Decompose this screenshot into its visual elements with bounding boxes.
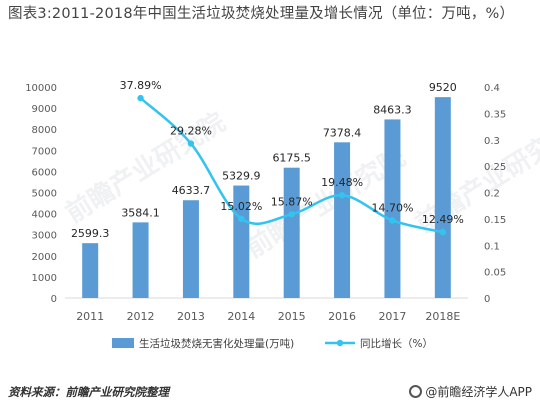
bar — [384, 119, 401, 298]
source-note: 资料来源：前瞻产业研究院整理 — [8, 385, 169, 399]
growth-value-label: 15.02% — [220, 200, 262, 213]
bar — [283, 167, 300, 298]
y-right-tick-label: 0.2 — [484, 189, 500, 200]
growth-point — [238, 215, 245, 222]
x-tick-label: 2018E — [425, 310, 460, 323]
bar — [434, 97, 451, 299]
bar — [132, 222, 149, 298]
growth-value-label: 14.70% — [371, 201, 413, 214]
y-right-tick-label: 0.15 — [484, 215, 506, 226]
brand-text: @前瞻经济学人APP — [425, 385, 532, 399]
y-right-tick-label: 0.1 — [484, 241, 500, 252]
watermark: 前瞻产业研究院 前瞻产业研究院 前瞻产业研究院 — [60, 106, 540, 264]
growth-value-label: 29.28% — [170, 125, 212, 138]
y-left-tick-label: 6000 — [32, 167, 57, 178]
growth-point — [137, 94, 144, 102]
brand-logo-icon — [409, 385, 423, 398]
bar-series — [82, 97, 451, 299]
x-tick-label: 2012 — [127, 310, 155, 323]
bar-value-label: 4633.7 — [172, 184, 211, 197]
legend-bar-swatch — [112, 338, 134, 348]
bar-value-label: 7378.4 — [323, 126, 362, 139]
growth-value-label: 37.89% — [120, 79, 162, 92]
growth-point — [338, 192, 346, 199]
y-left-tick-label: 8000 — [32, 125, 57, 136]
brand-credit: @前瞻经济学人APP — [409, 383, 532, 400]
x-tick-label: 2016 — [328, 310, 356, 323]
line-series: 2599.3 3584.1 4633.7 5329.9 6175.5 7378.4 8463… — [71, 79, 464, 240]
y-right-tick-label: 0.3 — [484, 136, 500, 147]
bar-value-label: 9520 — [429, 81, 457, 94]
growth-point — [439, 228, 447, 236]
y-right-tick-label: 0.05 — [484, 268, 506, 279]
legend-line-label: 同比增长（%） — [360, 337, 433, 350]
legend-line-marker — [336, 339, 344, 347]
y-left-tick-label: 2000 — [32, 252, 57, 263]
chart-title: 图表3:2011-2018年中国生活垃圾焚烧处理量及增长情况（单位：万吨，%） — [8, 6, 515, 22]
y-left-tick-label: 4000 — [32, 210, 57, 221]
x-tick-label: 2014 — [227, 310, 255, 323]
y-left-tick-label: 7000 — [32, 146, 57, 157]
bar-value-label: 8463.3 — [373, 103, 412, 116]
x-tick-label: 2013 — [177, 310, 205, 323]
y-right-tick-label: 0 — [484, 294, 490, 305]
growth-value-label: 12.49% — [422, 213, 464, 226]
bar-value-label: 2599.3 — [71, 227, 110, 240]
y-right-tick-label: 0.4 — [484, 83, 500, 94]
legend: 生活垃圾焚烧无害化处理量(万吨) 同比增长（%） — [112, 337, 433, 350]
growth-point — [187, 140, 195, 147]
y-left-tick-label: 5000 — [32, 189, 57, 200]
bar-value-label: 6175.5 — [272, 152, 311, 165]
bar-value-label: 5329.9 — [222, 170, 261, 183]
bar — [182, 200, 199, 298]
y-right-tick-label: 0.25 — [484, 162, 506, 173]
y-right-tick-label: 0.35 — [484, 109, 506, 120]
x-tick-label: 2011 — [76, 310, 104, 323]
x-tick-label: 2015 — [278, 310, 306, 323]
legend-bar-label: 生活垃圾焚烧无害化处理量(万吨) — [139, 337, 294, 350]
y-left-tick-label: 1000 — [32, 273, 57, 284]
y-left-tick-label: 9000 — [32, 104, 57, 115]
growth-value-label: 19.48% — [321, 176, 363, 189]
bar — [82, 243, 99, 298]
growth-point — [288, 211, 295, 218]
x-tick-label: 2017 — [378, 310, 406, 323]
axes: 0 1000 2000 3000 4000 5000 6000 7000 8000 9000 100… — [25, 83, 506, 323]
bar-value-label: 3584.1 — [121, 206, 160, 219]
y-left-tick-label: 10000 — [25, 83, 57, 94]
growth-point — [389, 217, 396, 224]
bar — [334, 142, 351, 298]
y-left-tick-label: 3000 — [32, 231, 57, 242]
growth-value-label: 15.87% — [271, 195, 313, 208]
y-left-tick-label: 0 — [51, 294, 57, 305]
